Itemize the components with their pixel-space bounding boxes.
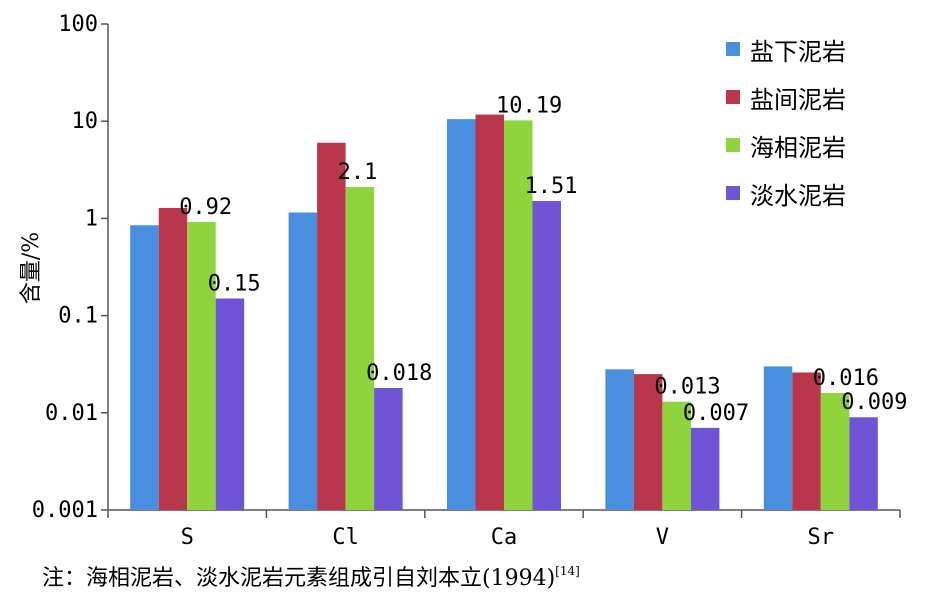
- bar-cl-series-1: [288, 212, 318, 510]
- x-tick-label-v: V: [656, 525, 669, 550]
- data-label: 0.007: [683, 401, 749, 426]
- x-tick-label-sr: Sr: [808, 525, 835, 550]
- bar-s-series-3: [187, 221, 216, 510]
- legend-swatch-4: [726, 186, 740, 200]
- data-label: 10.19: [496, 93, 562, 118]
- bars: [130, 114, 878, 511]
- note-reference: [14]: [555, 564, 580, 578]
- y-tick-label: 0.01: [45, 401, 98, 426]
- bar-v-series-3: [662, 401, 691, 510]
- bar-ca-series-4: [532, 201, 561, 511]
- data-label: 2.1: [338, 160, 378, 185]
- legend-swatch-1: [726, 42, 740, 56]
- y-tick-label: 0.001: [32, 498, 98, 523]
- legend-label-3: 海相泥岩: [750, 134, 846, 162]
- y-tick-label: 0.1: [58, 304, 98, 329]
- bar-s-series-4: [215, 298, 245, 510]
- bar-v-series-2: [633, 374, 663, 510]
- bar-cl-series-2: [317, 142, 346, 510]
- legend-label-1: 盐下泥岩: [750, 38, 846, 66]
- bar-v-series-4: [690, 427, 720, 510]
- x-tick-label-cl: Cl: [332, 525, 359, 550]
- x-tick-label-ca: Ca: [491, 525, 518, 550]
- data-label: 0.92: [179, 195, 232, 220]
- legend-swatch-2: [726, 90, 740, 104]
- note-text: 注：海相泥岩、淡水泥岩元素组成引自刘本立(1994): [42, 566, 556, 591]
- bar-sr-series-3: [820, 392, 850, 510]
- y-axis-label: 含量/%: [19, 232, 44, 304]
- bar-sr-series-1: [763, 366, 793, 510]
- legend-swatch-3: [726, 138, 740, 152]
- bar-cl-series-4: [374, 387, 403, 510]
- x-tick-label-s: S: [181, 525, 194, 550]
- bar-cl-series-3: [345, 187, 375, 510]
- bar-sr-series-2: [792, 372, 821, 510]
- bar-ca-series-3: [504, 120, 533, 511]
- bar-s-series-1: [130, 225, 159, 510]
- bar-ca-series-1: [447, 119, 476, 510]
- data-label: 0.016: [813, 366, 879, 391]
- bar-sr-series-4: [849, 417, 878, 510]
- bar-s-series-2: [158, 207, 188, 510]
- bar-v-series-1: [605, 369, 634, 510]
- data-label: 1.51: [525, 174, 578, 199]
- axes: 0.001 0.01 0.1 1 10 100 S Cl Ca V Sr: [32, 12, 901, 550]
- y-tick-label: 1: [85, 206, 98, 231]
- data-label: 0.018: [366, 361, 432, 386]
- figure-note: 注：海相泥岩、淡水泥岩元素组成引自刘本立(1994)[14]: [42, 560, 580, 592]
- bar-ca-series-2: [475, 114, 504, 511]
- legend-label-4: 淡水泥岩: [750, 182, 846, 210]
- y-tick-label: 10: [72, 109, 99, 134]
- data-label: 0.013: [654, 375, 720, 400]
- legend-label-2: 盐间泥岩: [750, 86, 846, 114]
- y-tick-label: 100: [58, 12, 98, 37]
- data-label: 0.15: [208, 271, 261, 296]
- data-label: 0.009: [841, 390, 907, 415]
